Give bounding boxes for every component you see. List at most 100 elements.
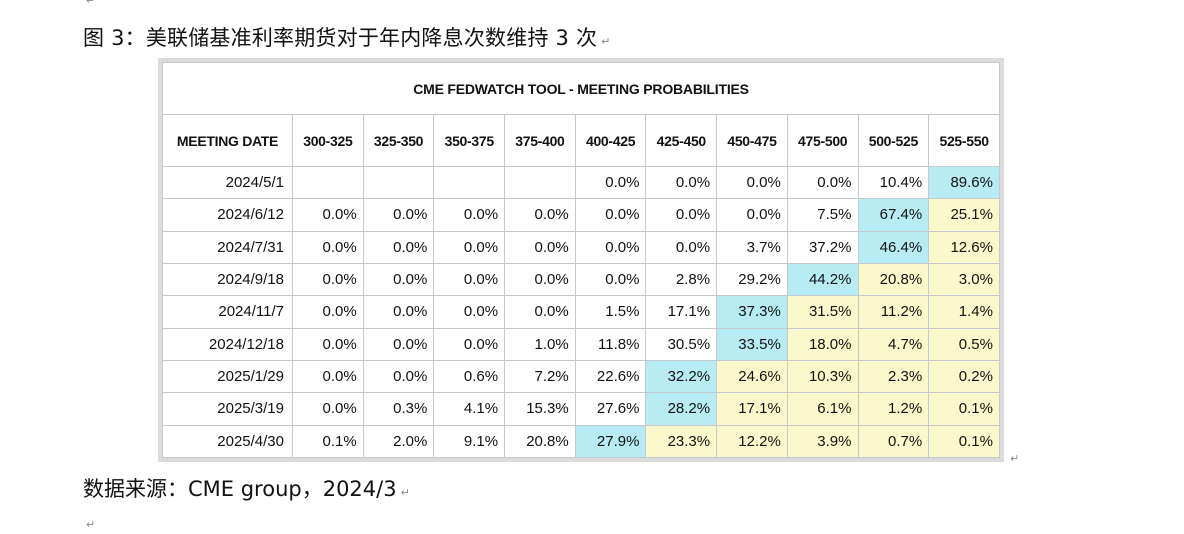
- probability-cell: 25.1%: [928, 198, 1000, 232]
- probability-cell: 0.0%: [292, 359, 364, 394]
- probability-cell: 0.7%: [857, 424, 930, 459]
- meeting-date-cell: 2025/4/30: [162, 424, 293, 459]
- probability-cell: 15.3%: [504, 392, 576, 426]
- probability-cell: 7.5%: [786, 198, 859, 232]
- probability-cell: 3.9%: [786, 424, 859, 459]
- probability-cell: 0.0%: [292, 295, 364, 329]
- probability-cell: 7.2%: [504, 359, 576, 394]
- probability-cell: 0.0%: [362, 262, 435, 297]
- probability-cell: 0.0%: [645, 165, 718, 200]
- probability-cell: 0.0%: [362, 230, 435, 264]
- probability-cell: 0.0%: [645, 230, 718, 264]
- probability-cell: 89.6%: [928, 165, 1000, 200]
- probability-cell: 0.0%: [716, 165, 788, 200]
- probability-cell: 46.4%: [857, 230, 930, 264]
- probability-cell: 4.7%: [857, 327, 930, 361]
- column-header-rate-range: 425-450: [645, 114, 718, 167]
- probability-cell: 0.0%: [362, 198, 435, 232]
- column-header-rate-range: 475-500: [786, 114, 859, 167]
- table-row: 2024/9/18 0.0% 0.0% 0.0% 0.0% 0.0% 2.8% 29.2% 44…: [162, 262, 1000, 297]
- figure-caption: 图 3：美联储基准利率期货对于年内降息次数维持 3 次 ↵: [83, 22, 611, 52]
- probability-cell: 37.3%: [716, 295, 788, 329]
- probability-cell: 67.4%: [857, 198, 930, 232]
- probability-cell: [433, 165, 506, 200]
- probability-cell: 0.0%: [292, 262, 364, 297]
- column-header-rate-range: 375-400: [504, 114, 576, 167]
- probability-cell: 0.0%: [433, 198, 506, 232]
- probability-cell: 0.0%: [362, 359, 435, 394]
- paragraph-mark: ↵: [86, 518, 96, 531]
- probability-cell: 0.0%: [292, 198, 364, 232]
- table-row: 2025/4/30 0.1% 2.0% 9.1% 20.8% 27.9% 23.3% 12.2…: [162, 424, 1000, 459]
- probability-cell: 0.0%: [433, 327, 506, 361]
- probability-cell: 0.0%: [433, 262, 506, 297]
- column-header-rate-range: 450-475: [716, 114, 788, 167]
- probability-cell: 0.0%: [574, 165, 647, 200]
- probability-cell: 0.0%: [433, 295, 506, 329]
- probability-cell: 0.0%: [292, 392, 364, 426]
- probability-cell: [362, 165, 435, 200]
- meeting-date-cell: 2025/3/19: [162, 392, 293, 426]
- probability-cell: 1.2%: [857, 392, 930, 426]
- column-header-rate-range: 500-525: [857, 114, 930, 167]
- probability-cell: 33.5%: [716, 327, 788, 361]
- meeting-date-cell: 2024/5/1: [162, 165, 293, 200]
- probability-cell: 22.6%: [574, 359, 647, 394]
- probability-cell: 0.0%: [504, 262, 576, 297]
- probability-cell: 0.0%: [292, 327, 364, 361]
- probability-cell: 0.0%: [504, 198, 576, 232]
- column-header-rate-range: 325-350: [362, 114, 435, 167]
- probability-cell: 28.2%: [645, 392, 718, 426]
- table-row: 2024/5/1 0.0% 0.0% 0.0% 0.0% 10.4% 89.6%: [162, 165, 1000, 200]
- probability-cell: 27.6%: [574, 392, 647, 426]
- meeting-date-cell: 2024/7/31: [162, 230, 293, 264]
- probability-cell: 0.6%: [433, 359, 506, 394]
- table-row: 2024/6/12 0.0% 0.0% 0.0% 0.0% 0.0% 0.0% 0.0% 7.5…: [162, 198, 1000, 232]
- probability-cell: 12.2%: [716, 424, 788, 459]
- probability-cell: 2.8%: [645, 262, 718, 297]
- table-header-row: MEETING DATE 300-325 325-350 350-375 375-400…: [162, 114, 1000, 167]
- probability-cell: 30.5%: [645, 327, 718, 361]
- probability-cell: [292, 165, 364, 200]
- probability-cell: 12.6%: [928, 230, 1000, 264]
- paragraph-mark: ↵: [86, 0, 96, 7]
- probability-cell: 0.1%: [292, 424, 364, 459]
- probability-cell: 0.1%: [928, 392, 1000, 426]
- probability-cell: 32.2%: [645, 359, 718, 394]
- probability-cell: 44.2%: [786, 262, 859, 297]
- column-header-rate-range: 350-375: [433, 114, 506, 167]
- table-row: 2024/7/31 0.0% 0.0% 0.0% 0.0% 0.0% 0.0% 3.7% 37.…: [162, 230, 1000, 264]
- probability-cell: 10.3%: [786, 359, 859, 394]
- probability-cell: 20.8%: [504, 424, 576, 459]
- probability-cell: 0.0%: [433, 230, 506, 264]
- table-row: 2024/12/18 0.0% 0.0% 0.0% 1.0% 11.8% 30.5% 33.5…: [162, 327, 1000, 361]
- probability-cell: 1.0%: [504, 327, 576, 361]
- column-header-meeting-date: MEETING DATE: [162, 114, 293, 167]
- column-header-rate-range: 525-550: [928, 114, 1000, 167]
- table-body: 2024/5/1 0.0% 0.0% 0.0% 0.0% 10.4% 89.6% 2024/6…: [162, 165, 1000, 459]
- probability-cell: 17.1%: [716, 392, 788, 426]
- data-source-note: 数据来源：CME group，2024/3 ↵: [83, 473, 410, 503]
- probability-cell: 0.0%: [574, 198, 647, 232]
- probability-cell: 1.5%: [574, 295, 647, 329]
- probability-cell: 0.3%: [362, 392, 435, 426]
- figure-caption-text: 图 3：美联储基准利率期货对于年内降息次数维持 3 次: [83, 26, 598, 50]
- probability-cell: 3.7%: [716, 230, 788, 264]
- probability-cell: 31.5%: [786, 295, 859, 329]
- probability-cell: 0.0%: [574, 262, 647, 297]
- probability-cell: 18.0%: [786, 327, 859, 361]
- probability-cell: 0.1%: [928, 424, 1000, 459]
- probability-cell: 0.0%: [362, 295, 435, 329]
- meeting-date-cell: 2024/9/18: [162, 262, 293, 297]
- probability-cell: 0.0%: [716, 198, 788, 232]
- probability-cell: 2.3%: [857, 359, 930, 394]
- probability-cell: 0.0%: [574, 230, 647, 264]
- paragraph-mark: ↵: [601, 35, 611, 48]
- table-row: 2025/3/19 0.0% 0.3% 4.1% 15.3% 27.6% 28.2% 17.1…: [162, 392, 1000, 426]
- probability-cell: 0.0%: [362, 327, 435, 361]
- probability-cell: 6.1%: [786, 392, 859, 426]
- column-header-rate-range: 300-325: [292, 114, 364, 167]
- probability-cell: 37.2%: [786, 230, 859, 264]
- table-row: 2025/1/29 0.0% 0.0% 0.6% 7.2% 22.6% 32.2% 24.6%…: [162, 359, 1000, 394]
- paragraph-mark: ↵: [1010, 452, 1020, 465]
